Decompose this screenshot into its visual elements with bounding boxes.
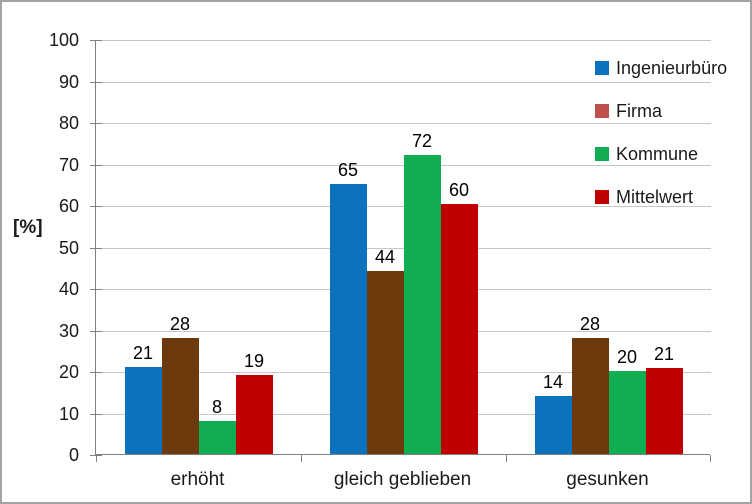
legend-label: Mittelwert — [616, 187, 694, 207]
y-tick-10 — [90, 413, 102, 415]
bar-value-label: 28 — [579, 313, 601, 334]
y-tick-label-40: 40 — [58, 279, 79, 299]
bar-Mittelwert-gesunken — [645, 368, 683, 454]
gridline-100 — [96, 40, 711, 41]
y-tick-50 — [90, 247, 102, 249]
legend-swatch-icon — [595, 61, 609, 75]
bar-value-label: 8 — [211, 396, 222, 417]
bar-Firma-gesunken — [571, 337, 609, 454]
bar-Kommune-erhöht — [198, 420, 236, 454]
y-tick-70 — [90, 164, 102, 166]
bar-Mittelwert-gleich geblieben — [440, 203, 478, 454]
plot-area: 21 28 8 19 65 44 72 60 14 28 20 21 — [90, 40, 711, 462]
y-tick-label-70: 70 — [58, 154, 79, 175]
bar-value-label: 21 — [653, 344, 675, 365]
y-tick-80 — [90, 123, 102, 124]
y-tick-label-10: 10 — [58, 403, 79, 424]
y-tick-label-90: 90 — [58, 71, 79, 92]
y-tick-60 — [90, 206, 102, 207]
y-axis-label: [%] — [13, 217, 43, 238]
bar-Kommune-gesunken — [608, 371, 646, 454]
legend-label: Ingenieurbüro — [616, 58, 728, 78]
y-tick-label-60: 60 — [58, 196, 79, 216]
bar-value-label: 19 — [243, 351, 265, 372]
y-tick-100 — [90, 40, 102, 41]
bar-Mittelwert-erhöht — [235, 375, 273, 454]
bar-value-label: 28 — [169, 313, 191, 334]
bar-Kommune-gleich geblieben — [403, 155, 441, 454]
x-tick-3 — [710, 455, 711, 462]
legend-swatch-icon — [595, 147, 609, 161]
legend-item-Ingenieurbüro: Ingenieurbüro — [595, 57, 745, 79]
y-tick-label-50: 50 — [58, 237, 79, 258]
legend-swatch-icon — [595, 190, 609, 204]
category-label-3: gesunken — [566, 469, 649, 490]
bar-Firma-erhöht — [161, 337, 199, 454]
legend-swatch-icon — [595, 104, 609, 118]
bar-Ingenieurbüro-gesunken — [534, 395, 572, 454]
y-tick-90 — [90, 81, 102, 83]
bar-value-label: 65 — [337, 160, 359, 181]
y-tick-40 — [90, 289, 102, 290]
legend-label: Firma — [616, 101, 662, 121]
bar-Ingenieurbüro-gleich geblieben — [329, 184, 367, 454]
y-tick-label-20: 20 — [58, 362, 79, 382]
y-tick-label-0: 0 — [68, 445, 79, 465]
category-label-1: erhöht — [170, 469, 225, 490]
y-tick-30 — [90, 330, 102, 332]
x-tick-1 — [301, 455, 302, 462]
gridline-80 — [96, 123, 711, 124]
legend-item-Firma: Firma — [595, 100, 745, 122]
y-tick-label-30: 30 — [58, 320, 79, 341]
bar-value-label: 60 — [448, 179, 470, 200]
bar-value-label: 14 — [542, 371, 564, 392]
legend-item-Kommune: Kommune — [595, 143, 745, 165]
bar-Ingenieurbüro-erhöht — [124, 366, 162, 454]
bar-value-label: 20 — [616, 347, 638, 367]
bar-Firma-gleich geblieben — [366, 271, 404, 454]
bar-value-label: 72 — [411, 131, 433, 152]
gridline-90 — [96, 81, 711, 83]
legend-label: Kommune — [616, 144, 699, 164]
legend-item-Mittelwert: Mittelwert — [595, 186, 745, 208]
y-tick-label-100: 100 — [48, 30, 79, 50]
category-label-2: gleich geblieben — [333, 469, 472, 490]
y-tick-20 — [90, 372, 102, 373]
y-tick-label-80: 80 — [58, 113, 79, 133]
bar-value-label: 44 — [374, 247, 396, 268]
legend: Ingenieurbüro Firma Kommune Mittelwert — [595, 57, 745, 229]
bar-value-label: 21 — [132, 342, 154, 363]
x-tick-0 — [96, 455, 97, 462]
x-tick-2 — [506, 455, 507, 462]
